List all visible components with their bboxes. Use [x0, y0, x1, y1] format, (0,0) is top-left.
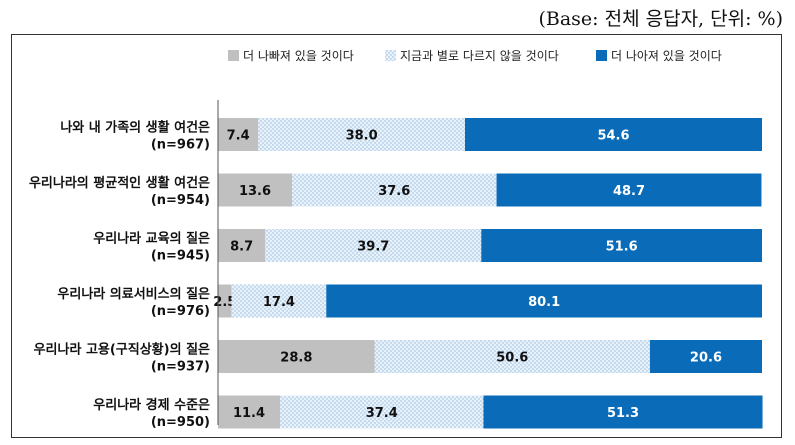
- bar-segment-same: [231, 284, 327, 318]
- bar-segment-worse: [218, 284, 232, 318]
- data-label-same: 50.6: [496, 351, 528, 366]
- sample-size-label: (n=976): [151, 304, 210, 319]
- bar-segment-same: [374, 340, 650, 373]
- legend-swatch-better: [596, 50, 607, 61]
- bar-segment-worse: [218, 229, 266, 262]
- legend-label-same: 지금과 별로 다르지 않을 것이다: [400, 49, 559, 63]
- legend-swatch-same: [385, 50, 396, 61]
- chart-frame: [11, 34, 782, 438]
- data-label-same: 39.7: [357, 240, 389, 255]
- data-label-better: 54.6: [597, 129, 629, 144]
- sample-size-label: (n=954): [151, 193, 210, 208]
- legend-swatch-worse: [228, 50, 239, 61]
- data-label-better: 51.6: [606, 240, 638, 255]
- sample-size-label: (n=967): [151, 138, 210, 153]
- data-label-same: 17.4: [263, 295, 295, 310]
- category-label: 나와 내 가족의 생활 여건은: [60, 120, 210, 136]
- data-label-worse: 11.4: [233, 406, 265, 421]
- category-label: 우리나라 의료서비스의 질은: [57, 286, 210, 302]
- legend-label-better: 더 나아져 있을 것이다: [611, 49, 722, 63]
- data-label-worse: 8.7: [230, 240, 253, 255]
- bar-segment-better: [481, 229, 762, 262]
- bar-segment-worse: [218, 395, 281, 429]
- bar-segment-same: [258, 118, 465, 151]
- data-label-same: 37.4: [366, 406, 398, 421]
- sample-size-label: (n=945): [151, 249, 210, 264]
- bar-segment-better: [483, 395, 763, 429]
- bar-segment-same: [291, 173, 497, 207]
- category-label: 우리나라 고용(구직상황)의 질은: [34, 342, 210, 358]
- bar-segment-same: [280, 395, 484, 429]
- sample-size-label: (n=937): [151, 360, 210, 375]
- category-label: 우리나라 교육의 질은: [93, 231, 210, 247]
- category-labels: 나와 내 가족의 생활 여건은 (n=967) 우리나라의 평균적인 생활 여건은 (…: [29, 120, 210, 431]
- bar-segment-better: [496, 173, 762, 207]
- bar-segment-worse: [218, 173, 292, 207]
- base-note: (Base: 전체 응답자, 단위: %): [538, 8, 783, 30]
- data-label-worse: 13.6: [239, 184, 271, 199]
- bars: 7.4 38.0 54.6 13.6 37.6 48.7 8.7 39.7 51.6 2.5 17.…: [213, 118, 763, 429]
- category-label: 우리나라 경제 수준은: [93, 397, 210, 413]
- sample-size-label: (n=950): [151, 415, 210, 430]
- data-label-better: 51.3: [607, 406, 639, 421]
- data-label-better: 48.7: [613, 184, 645, 199]
- data-label-better: 20.6: [690, 351, 722, 366]
- legend: 더 나빠져 있을 것이다 지금과 별로 다르지 않을 것이다 더 나아져 있을 것이…: [228, 49, 722, 63]
- legend-label-worse: 더 나빠져 있을 것이다: [243, 49, 354, 63]
- bar-segment-same: [265, 229, 482, 262]
- bar-segment-better: [464, 118, 762, 151]
- data-label-same: 38.0: [346, 129, 378, 144]
- data-label-worse: 28.8: [280, 351, 312, 366]
- bar-segment-worse: [218, 118, 259, 151]
- category-label: 우리나라의 평균적인 생활 여건은: [29, 175, 210, 191]
- data-label-worse: 7.4: [227, 129, 250, 144]
- bar-segment-better: [326, 284, 762, 318]
- data-label-worse: 2.5: [213, 295, 236, 310]
- data-label-same: 37.6: [378, 184, 410, 199]
- bar-segment-better: [649, 340, 762, 373]
- data-label-better: 80.1: [528, 295, 560, 310]
- bar-segment-worse: [218, 340, 375, 373]
